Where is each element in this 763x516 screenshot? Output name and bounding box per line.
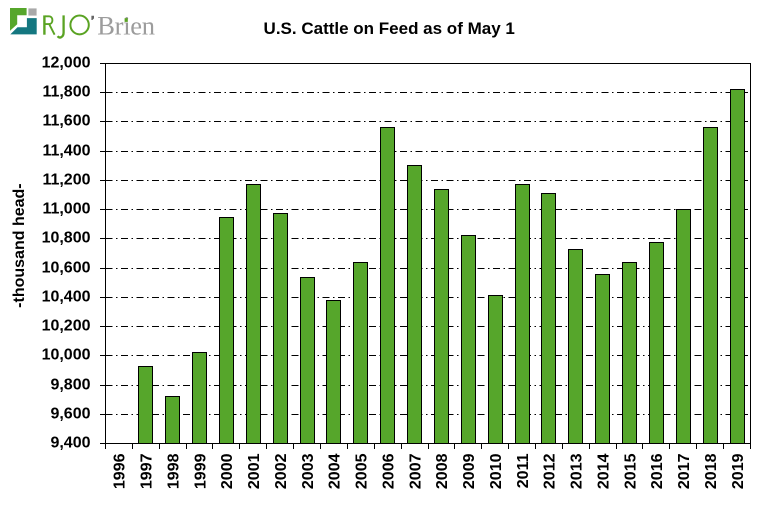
svg-text:11,400: 11,400: [42, 143, 90, 160]
svg-text:2016: 2016: [649, 453, 666, 489]
svg-text:1996: 1996: [112, 453, 129, 489]
svg-text:9,400: 9,400: [50, 435, 90, 452]
svg-text:2010: 2010: [488, 453, 505, 489]
svg-text:2000: 2000: [219, 453, 236, 489]
svg-text:1997: 1997: [139, 453, 156, 489]
svg-text:11,800: 11,800: [42, 84, 90, 101]
svg-text:11,600: 11,600: [42, 113, 90, 130]
svg-text:2008: 2008: [434, 453, 451, 489]
svg-text:2018: 2018: [703, 453, 720, 489]
svg-text:2003: 2003: [300, 453, 317, 489]
svg-text:1998: 1998: [165, 453, 182, 489]
svg-text:-thousand head-: -thousand head-: [11, 183, 28, 307]
svg-text:2017: 2017: [676, 453, 693, 489]
svg-text:2004: 2004: [327, 453, 344, 489]
svg-text:U.S. Cattle on Feed as of May: U.S. Cattle on Feed as of May 1: [264, 19, 515, 38]
svg-text:2012: 2012: [542, 453, 559, 489]
svg-text:10,600: 10,600: [42, 260, 91, 277]
svg-text:2009: 2009: [461, 453, 478, 489]
svg-text:1999: 1999: [192, 453, 209, 489]
svg-text:2005: 2005: [354, 453, 371, 489]
svg-text:2014: 2014: [595, 453, 612, 489]
svg-text:9,600: 9,600: [50, 406, 90, 423]
svg-text:2019: 2019: [730, 453, 747, 489]
svg-text:11,200: 11,200: [42, 172, 90, 189]
svg-text:12,000: 12,000: [42, 55, 91, 72]
svg-text:10,000: 10,000: [42, 347, 91, 364]
svg-text:2015: 2015: [622, 453, 639, 489]
svg-text:2006: 2006: [380, 453, 397, 489]
svg-text:2002: 2002: [273, 453, 290, 489]
svg-text:2011: 2011: [515, 453, 532, 488]
svg-text:10,800: 10,800: [42, 230, 91, 247]
svg-text:2013: 2013: [569, 453, 586, 489]
svg-text:10,400: 10,400: [42, 289, 91, 306]
svg-text:2001: 2001: [246, 453, 263, 489]
svg-text:2007: 2007: [407, 453, 424, 489]
svg-text:11,000: 11,000: [42, 201, 90, 218]
svg-text:9,800: 9,800: [50, 377, 90, 394]
svg-text:10,200: 10,200: [42, 318, 91, 335]
svg-text:Brien: Brien: [97, 11, 154, 41]
